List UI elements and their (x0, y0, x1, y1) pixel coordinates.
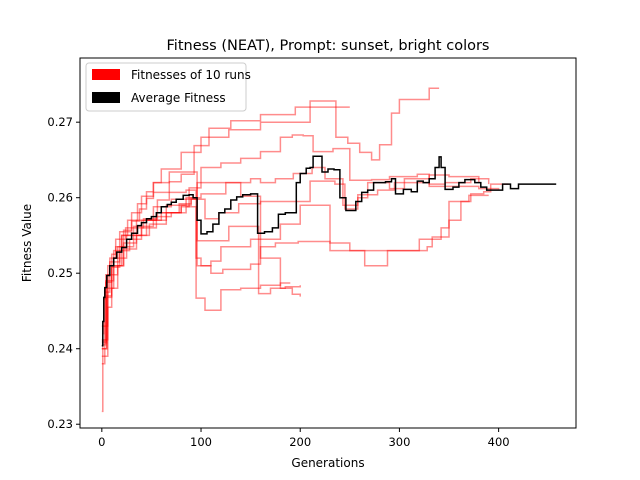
x-tick-label: 0 (98, 435, 105, 449)
x-tick-label: 200 (289, 435, 311, 449)
y-tick-label: 0.23 (47, 417, 73, 431)
legend-label-runs: Fitnesses of 10 runs (131, 68, 251, 82)
legend-label-average: Average Fitness (131, 91, 226, 105)
x-tick-label: 300 (388, 435, 410, 449)
average-fitness-line (101, 155, 557, 347)
run-line-8 (101, 183, 509, 327)
legend-box (85, 62, 247, 112)
x-axis-ticks: 0 100 200 300 400 (98, 428, 510, 449)
y-tick-label: 0.24 (47, 342, 73, 356)
y-tick-label: 0.25 (47, 266, 73, 280)
legend-swatch-runs (92, 69, 120, 80)
run-line-10 (101, 166, 490, 344)
plot-area (101, 87, 557, 413)
x-tick-label: 400 (488, 435, 510, 449)
legend: Fitnesses of 10 runs Average Fitness (85, 62, 251, 112)
run-line-5 (101, 181, 301, 358)
y-tick-label: 0.27 (47, 115, 73, 129)
x-axis-label: Generations (291, 456, 364, 470)
average-line-group (101, 155, 557, 347)
run-line-2 (101, 87, 440, 365)
plot-frame (79, 57, 577, 429)
x-tick-label: 100 (190, 435, 212, 449)
run-line-7 (101, 174, 480, 350)
y-tick-label: 0.26 (47, 191, 73, 205)
run-line-1 (101, 106, 350, 413)
run-line-9 (101, 134, 500, 341)
y-axis-ticks: 0.23 0.24 0.25 0.26 0.27 (47, 115, 80, 431)
legend-swatch-average (92, 92, 120, 103)
run-line-6 (101, 194, 489, 350)
run-line-4 (101, 189, 291, 342)
y-axis-label: Fitness Value (20, 204, 34, 282)
chart-title: Fitness (NEAT), Prompt: sunset, bright c… (167, 38, 490, 54)
